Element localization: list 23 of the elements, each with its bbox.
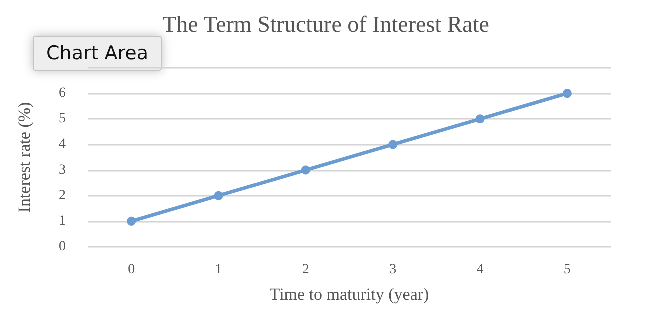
point bbox=[388, 140, 398, 150]
y-tick-label: 1 bbox=[59, 214, 66, 229]
x-axis-title: Time to maturity (year) bbox=[270, 285, 430, 304]
y-tick-label: 4 bbox=[59, 137, 66, 152]
y-tick-label: 2 bbox=[59, 188, 66, 204]
point bbox=[562, 89, 572, 98]
x-tick-label: 4 bbox=[476, 262, 484, 278]
y-tick-label: 0 bbox=[59, 240, 66, 254]
x-tick-label: 3 bbox=[390, 262, 397, 278]
point bbox=[476, 114, 485, 124]
text: Chart Area bbox=[46, 42, 148, 64]
point bbox=[301, 166, 310, 175]
y-tick-label: 6 bbox=[59, 86, 66, 102]
y-tick-label: 3 bbox=[59, 162, 66, 178]
x-tick-label: 5 bbox=[564, 262, 571, 278]
point bbox=[127, 216, 136, 226]
point bbox=[214, 191, 224, 200]
y-tick-label: 5 bbox=[59, 112, 66, 127]
y-axis-title: Interest rate (%) bbox=[15, 102, 34, 213]
x-tick-label: 2 bbox=[302, 262, 310, 278]
x-tick-label: 0 bbox=[128, 262, 136, 278]
chart-title: The Term Structure of Interest Rate bbox=[162, 12, 490, 37]
x-tick-label: 1 bbox=[215, 262, 222, 278]
